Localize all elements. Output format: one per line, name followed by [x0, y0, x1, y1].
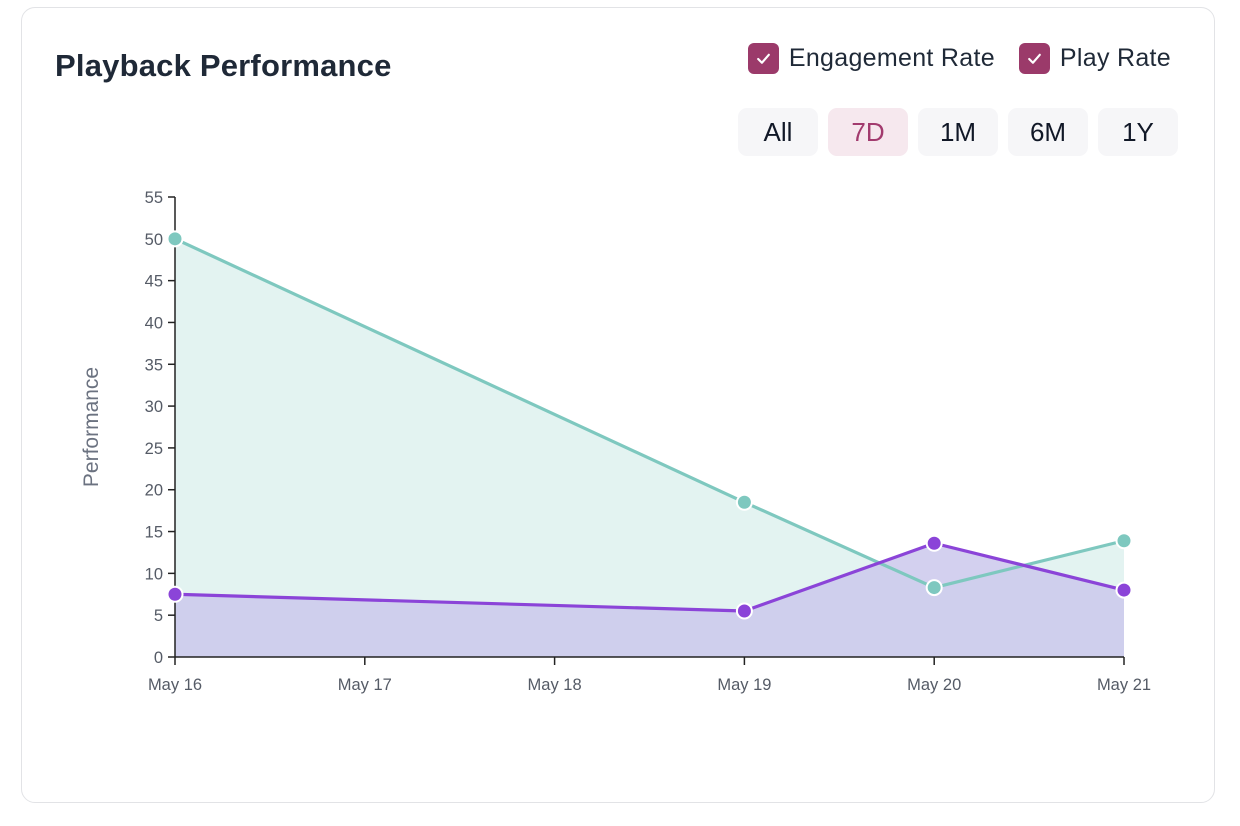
y-tick-label: 45 [145, 273, 163, 291]
data-point-0 [925, 579, 943, 597]
data-point-0 [735, 493, 753, 511]
y-tick-label: 30 [145, 398, 163, 416]
data-point-0 [1115, 532, 1133, 550]
legend-item-engagement-rate[interactable]: Engagement Rate [747, 43, 995, 74]
y-tick-label: 20 [145, 482, 163, 500]
legend: Engagement Rate Play Rate [747, 43, 1171, 74]
x-tick-label: May 17 [338, 676, 392, 694]
series-line-0 [174, 237, 1125, 590]
y-tick-label: 55 [145, 189, 163, 207]
range-button-6m[interactable]: 6M [1008, 108, 1088, 156]
legend-label-engagement-rate: Engagement Rate [788, 44, 995, 72]
x-tick-label: May 19 [717, 676, 771, 694]
y-tick-label: 10 [145, 565, 163, 583]
x-tick-label: May 21 [1097, 676, 1151, 694]
series-area-0 [175, 238, 1124, 657]
y-tick-label: 25 [145, 440, 163, 458]
range-button-1y[interactable]: 1Y [1098, 108, 1178, 156]
data-point-1 [166, 585, 184, 603]
checkbox-checked-icon[interactable] [1018, 43, 1050, 74]
y-axis-title: Performance [80, 367, 103, 487]
y-tick-label: 40 [145, 314, 163, 332]
time-range-selector: All 7D 1M 6M 1Y [738, 108, 1178, 156]
y-tick-label: 35 [145, 356, 163, 374]
y-tick-label: 5 [154, 607, 163, 625]
card-title: Playback Performance [55, 48, 392, 83]
data-point-0 [166, 230, 184, 248]
range-button-all[interactable]: All [738, 108, 818, 156]
checkbox-checked-icon[interactable] [747, 43, 779, 74]
x-tick-label: May 18 [528, 676, 582, 694]
y-tick-label: 50 [145, 231, 163, 249]
data-point-1 [1115, 581, 1133, 599]
range-button-1m[interactable]: 1M [918, 108, 998, 156]
series-line-1 [174, 541, 1125, 613]
x-tick-label: May 20 [907, 676, 961, 694]
legend-item-play-rate[interactable]: Play Rate [1018, 43, 1171, 74]
range-button-7d[interactable]: 7D [828, 108, 908, 156]
y-tick-label: 0 [154, 649, 163, 667]
y-tick-label: 15 [145, 524, 163, 542]
legend-label-play-rate: Play Rate [1059, 44, 1171, 72]
data-point-1 [735, 602, 753, 620]
x-tick-label: May 16 [148, 676, 202, 694]
data-point-1 [925, 534, 943, 552]
series-area-1 [175, 543, 1124, 657]
